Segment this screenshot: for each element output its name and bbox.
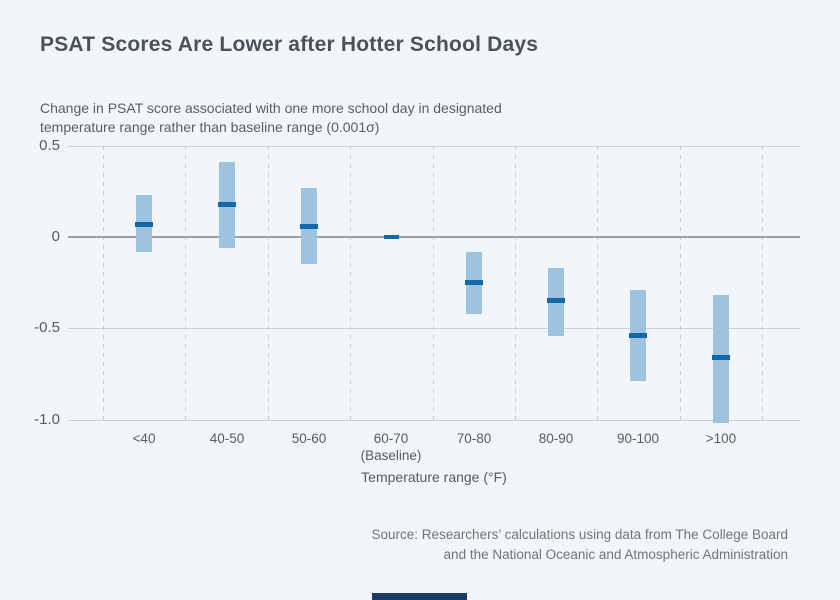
chart-subtitle-line2: temperature range rather than baseline r…	[40, 119, 380, 135]
y-tick-label--1.0: -1.0	[34, 411, 60, 428]
point-estimate-60-70	[384, 235, 399, 239]
vertical-dashed-gridline-6	[597, 146, 599, 420]
chart-subtitle-line1: Change in PSAT score associated with one…	[40, 100, 502, 116]
vertical-dashed-gridline-2	[267, 146, 269, 420]
y-gridline--0.5	[68, 328, 800, 329]
y-gridline-0.5	[68, 146, 800, 147]
x-tick-label-90-100: 90-100	[616, 431, 660, 446]
vertical-dashed-gridline-3	[350, 146, 352, 420]
point-estimate-70-80	[465, 280, 483, 286]
x-tick-label-80-90: 80-90	[538, 431, 574, 446]
y-tick-label-0.5: 0.5	[39, 137, 60, 154]
source-note-line2: and the National Oceanic and Atmospheric…	[443, 546, 788, 562]
vertical-dashed-gridline-8	[762, 146, 763, 420]
x-tick-label-60-70: 60-70 (Baseline)	[349, 430, 433, 464]
point-estimate->100	[712, 355, 730, 360]
vertical-dashed-gridline-5	[514, 146, 516, 420]
x-tick-label-70-80: 70-80	[456, 431, 492, 446]
point-estimate-50-60	[300, 223, 318, 229]
vertical-dashed-gridline-4	[432, 146, 434, 420]
x-tick-baseline-sublabel: (Baseline)	[360, 448, 422, 463]
vertical-dashed-gridline-1	[185, 146, 187, 420]
y-tick-label-0: 0	[51, 228, 60, 245]
point-estimate-40-50	[218, 201, 236, 207]
x-axis-title: Temperature range (°F)	[361, 469, 507, 485]
point-estimate-90-100	[629, 333, 647, 339]
source-note: Source: Researchers’ calculations using …	[372, 525, 788, 564]
chart-title: PSAT Scores Are Lower after Hotter Schoo…	[40, 33, 539, 56]
x-tick-label->100: >100	[705, 431, 737, 446]
x-tick-label-40-50: 40-50	[209, 431, 245, 446]
x-tick-label-50-60: 50-60	[291, 431, 327, 446]
x-tick-label-<40: <40	[132, 431, 156, 446]
y-tick-label--0.5: -0.5	[34, 319, 60, 336]
footer-accent-bar	[372, 593, 467, 600]
y-gridline-0	[68, 236, 800, 238]
chart-subtitle: Change in PSAT score associated with one…	[40, 99, 502, 137]
vertical-dashed-gridline-0	[103, 146, 104, 420]
source-note-line1: Source: Researchers’ calculations using …	[371, 527, 788, 542]
point-estimate-80-90	[547, 298, 565, 304]
vertical-dashed-gridline-7	[679, 146, 681, 420]
y-gridline--1.0	[68, 420, 800, 421]
point-estimate-<40	[135, 221, 153, 227]
